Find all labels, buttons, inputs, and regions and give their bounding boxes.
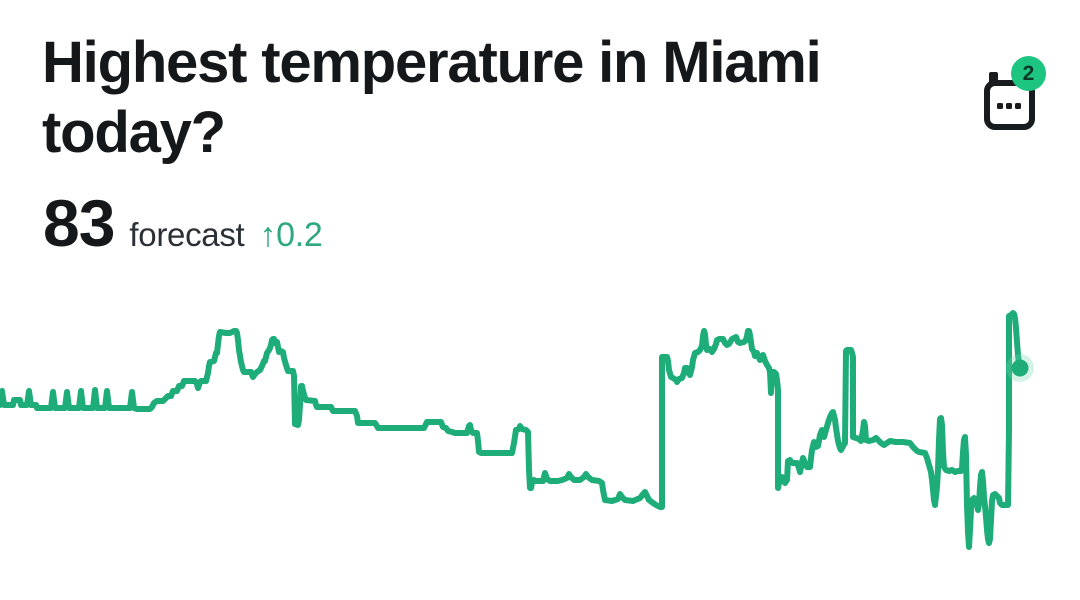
up-arrow-icon: ↑ [259,216,277,254]
page-title: Highest temperature in Miami today? [42,30,822,165]
forecast-label: forecast [129,216,245,253]
price-line [0,310,1023,550]
forecast-value-row: 83 forecast ↑0.2 [43,190,323,256]
current-price-dot [1011,359,1029,377]
current-value: 83 [43,186,115,260]
change-indicator: ↑0.2 [259,216,322,255]
change-value: 0.2 [276,216,323,254]
calendar-dot [997,103,1003,109]
calendar-tab [989,72,998,85]
calendar-dot [1006,103,1012,109]
calendar-icon [984,80,1035,130]
notification-badge: 2 [1011,56,1046,91]
calendar-dot [1015,103,1021,109]
calendar-button[interactable]: 2 [983,56,1047,134]
